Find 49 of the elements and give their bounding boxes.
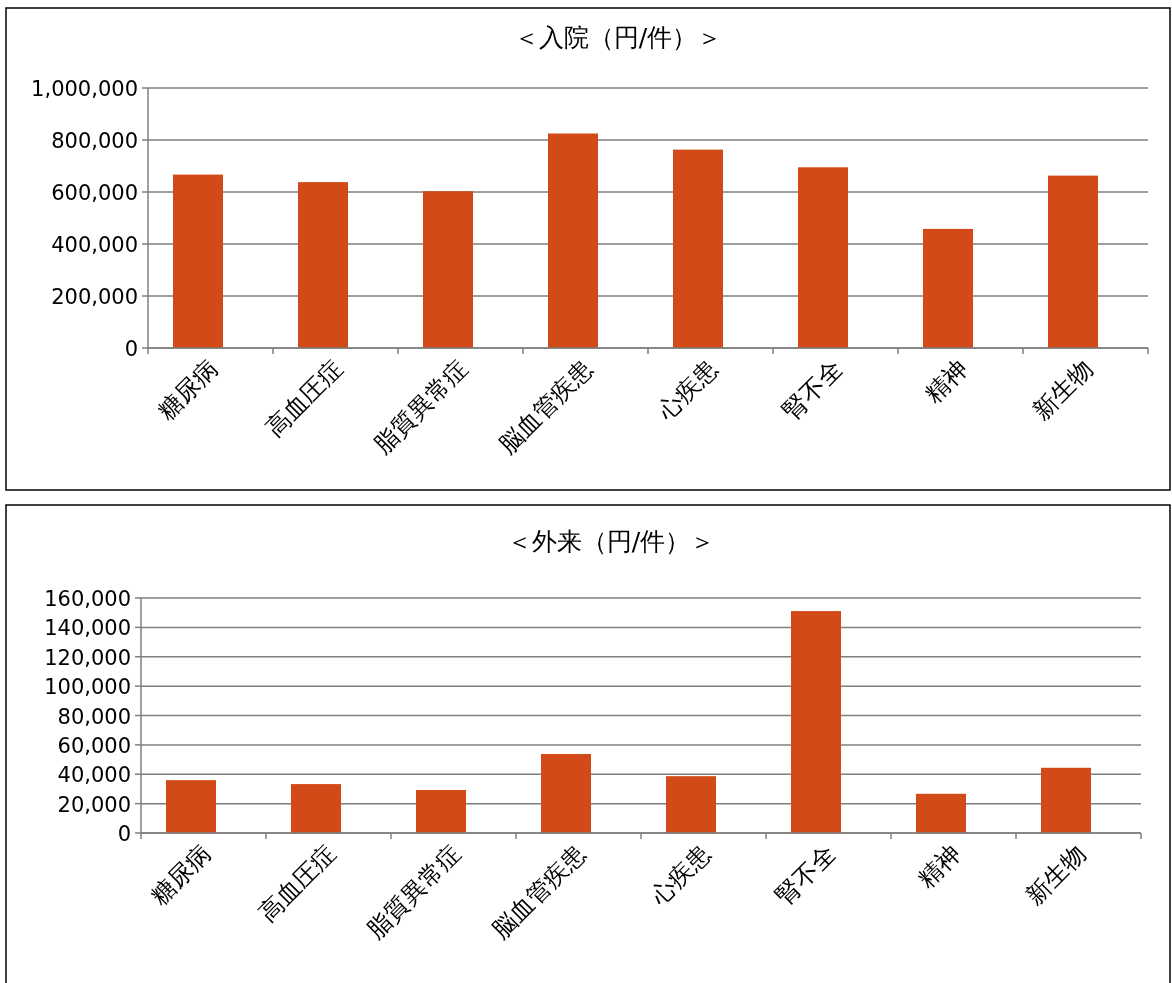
x-tick-label: 新生物 [1027, 354, 1098, 426]
chart-title: ＜入院（円/件）＞ [513, 23, 723, 52]
x-tick-label: 糖尿病 [152, 354, 223, 426]
bar [298, 182, 348, 348]
y-tick-label: 120,000 [44, 645, 131, 670]
bar [666, 776, 716, 833]
y-tick-label: 0 [117, 822, 131, 846]
bar [673, 149, 723, 348]
x-tick-label: 脳血管疾患 [493, 354, 598, 460]
bar [416, 789, 466, 833]
x-tick-label: 脂質異常症 [361, 839, 466, 945]
y-tick-label: 140,000 [44, 616, 131, 641]
x-tick-label: 心疾患 [651, 354, 723, 426]
bar [1041, 767, 1091, 833]
x-tick-label: 精神 [919, 354, 973, 409]
x-tick-label: 精神 [912, 839, 966, 894]
bar [916, 793, 966, 833]
bar [291, 784, 341, 833]
y-tick-label: 800,000 [51, 129, 138, 153]
bar [791, 611, 841, 833]
bar [173, 174, 223, 348]
y-tick-label: 20,000 [57, 792, 131, 817]
x-tick-label: 腎不全 [777, 354, 848, 426]
chart-title: ＜外来（円/件）＞ [506, 527, 716, 556]
x-tick-label: 高血圧症 [253, 839, 341, 928]
y-tick-label: 80,000 [57, 704, 131, 729]
bar [923, 228, 973, 348]
y-tick-label: 40,000 [57, 763, 131, 788]
bar [548, 133, 598, 348]
bar [423, 191, 473, 348]
x-tick-label: 心疾患 [644, 839, 716, 911]
x-tick-label: 高血圧症 [260, 354, 348, 443]
bar [166, 780, 216, 833]
y-tick-label: 1,000,000 [31, 77, 138, 101]
y-tick-label: 100,000 [44, 675, 131, 700]
x-tick-label: 新生物 [1020, 839, 1091, 911]
y-tick-label: 60,000 [57, 733, 131, 758]
y-tick-label: 0 [124, 337, 138, 361]
y-tick-label: 160,000 [44, 587, 131, 611]
bar [798, 167, 848, 348]
bar [1048, 175, 1098, 348]
x-tick-label: 脳血管疾患 [486, 839, 591, 945]
y-tick-label: 600,000 [51, 181, 138, 205]
x-tick-label: 脂質異常症 [368, 354, 473, 460]
bar [541, 753, 591, 833]
y-tick-label: 400,000 [51, 233, 138, 257]
y-tick-label: 200,000 [51, 285, 138, 309]
x-tick-label: 腎不全 [770, 839, 841, 911]
x-tick-label: 糖尿病 [145, 839, 216, 911]
